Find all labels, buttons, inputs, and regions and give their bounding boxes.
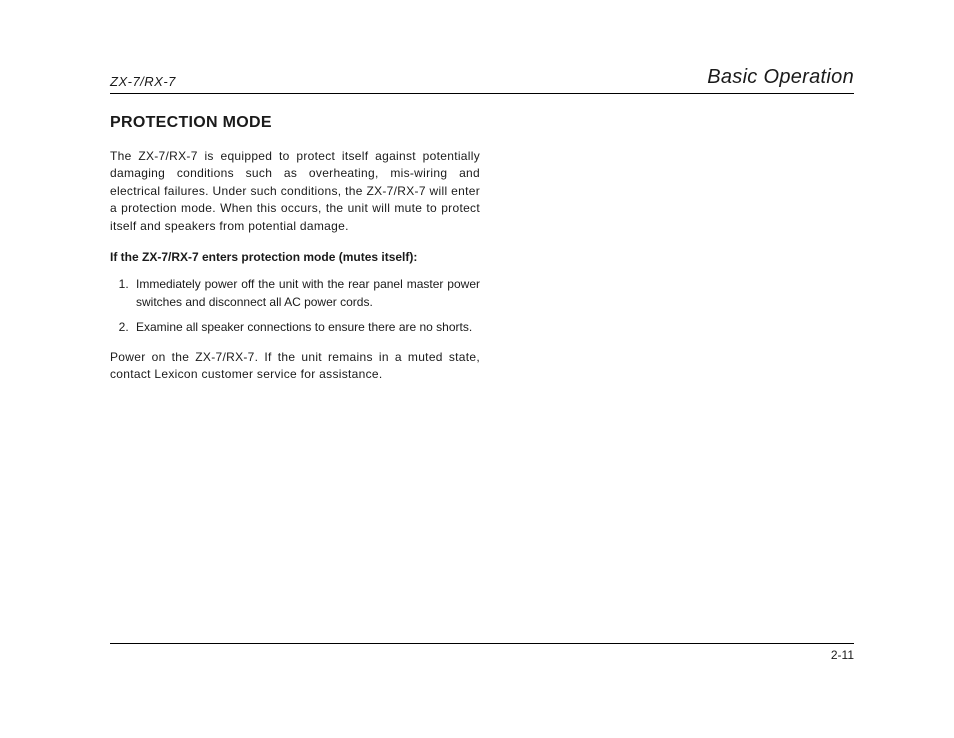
manual-page: ZX-7/RX-7 Basic Operation PROTECTION MOD…	[0, 0, 954, 738]
steps-list: Immediately power off the unit with the …	[110, 276, 480, 336]
page-number: 2-11	[110, 648, 854, 662]
body-column: The ZX-7/RX-7 is equipped to protect its…	[110, 148, 480, 383]
header-model-label: ZX-7/RX-7	[110, 74, 176, 89]
page-footer: 2-11	[110, 643, 854, 662]
page-header: ZX-7/RX-7 Basic Operation	[110, 66, 854, 91]
step-item: Examine all speaker connections to ensur…	[132, 319, 480, 336]
footer-rule	[110, 643, 854, 644]
header-rule	[110, 93, 854, 94]
step-item: Immediately power off the unit with the …	[132, 276, 480, 311]
outro-paragraph: Power on the ZX-7/RX-7. If the unit rema…	[110, 349, 480, 384]
subhead-line: If the ZX-7/RX-7 enters protection mode …	[110, 249, 480, 266]
intro-paragraph: The ZX-7/RX-7 is equipped to protect its…	[110, 148, 480, 235]
header-chapter-title: Basic Operation	[707, 66, 854, 89]
section-title: PROTECTION MODE	[110, 114, 854, 132]
